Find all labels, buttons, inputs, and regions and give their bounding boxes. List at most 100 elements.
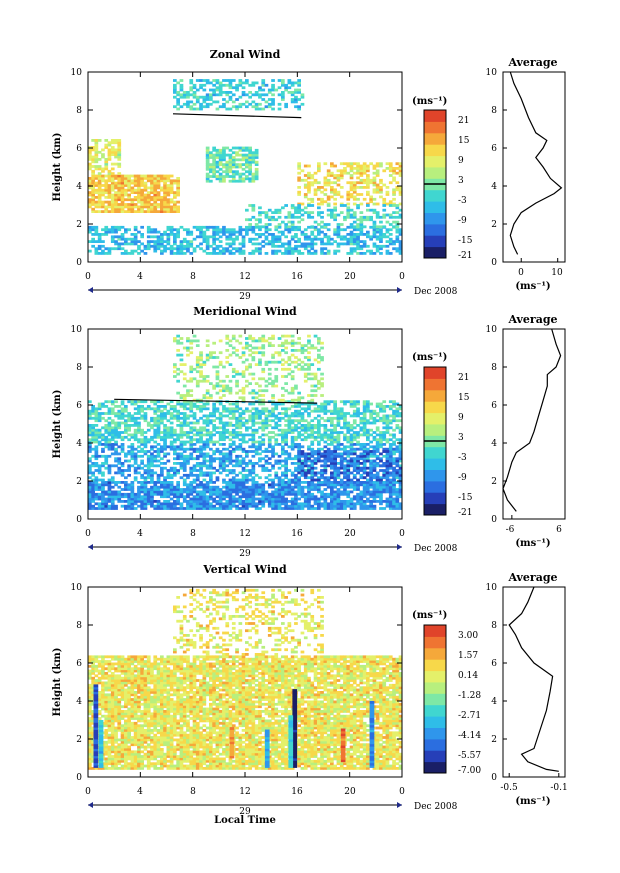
heat-cell <box>222 459 226 463</box>
heat-cell <box>107 471 112 475</box>
heat-cell <box>101 184 105 187</box>
heat-cell <box>127 483 131 487</box>
heat-cell <box>163 405 167 408</box>
heat-cell <box>97 165 102 168</box>
heat-cell <box>199 400 203 404</box>
heat-cell <box>303 178 308 182</box>
heat-cell <box>375 228 380 232</box>
heat-cell <box>349 252 354 255</box>
heat-cell <box>124 431 128 434</box>
heat-cell <box>238 416 243 420</box>
heat-cell <box>195 235 200 239</box>
colorbar-tick: 9 <box>458 156 464 166</box>
heat-cell <box>169 476 174 480</box>
heat-cell <box>179 341 184 345</box>
heat-cell <box>228 504 233 508</box>
heat-cell <box>248 218 252 222</box>
heat-cell <box>104 438 109 442</box>
heat-cell <box>166 191 171 194</box>
heat-cell <box>267 478 272 482</box>
heat-cell <box>379 433 383 437</box>
heat-cell <box>245 105 249 109</box>
heat-cell <box>127 488 131 491</box>
heat-cell <box>163 426 167 430</box>
heat-cell <box>137 495 141 499</box>
heat-cell <box>323 481 328 484</box>
heat-cell <box>133 428 138 432</box>
heat-cell <box>336 193 341 196</box>
heat-cell <box>195 379 200 383</box>
heat-cell <box>97 471 102 475</box>
heat-cell <box>107 469 112 472</box>
heat-cell <box>104 481 109 484</box>
heat-cell <box>130 242 135 246</box>
heat-cell <box>104 167 109 171</box>
heat-cell <box>97 416 102 420</box>
heat-cell <box>267 218 272 222</box>
heat-cell <box>124 476 128 480</box>
heat-cell <box>366 249 370 253</box>
heat-cell <box>173 337 177 340</box>
heat-cell <box>379 488 383 491</box>
heat-cell <box>114 225 118 229</box>
heat-cell <box>267 457 272 461</box>
heat-cell <box>238 407 243 411</box>
heat-cell <box>212 412 216 415</box>
heat-cell <box>356 218 360 222</box>
heat-cell <box>120 438 125 442</box>
heat-cell <box>179 488 184 491</box>
heat-cell <box>186 249 190 253</box>
heat-cell <box>330 438 334 442</box>
heat-cell <box>274 244 279 248</box>
heat-cell <box>333 473 337 477</box>
heat-cell <box>195 485 200 489</box>
heat-cell <box>176 100 180 104</box>
heat-cell <box>248 153 252 157</box>
heat-cell <box>352 443 357 446</box>
heat-cell <box>169 447 174 451</box>
heat-cell <box>199 426 203 430</box>
heat-cell <box>215 440 220 444</box>
heat-cell <box>264 242 269 246</box>
heat-cell <box>333 208 337 212</box>
heat-cell <box>143 407 148 411</box>
heat-cell <box>153 431 158 434</box>
heat-cell <box>330 457 334 461</box>
heat-cell <box>317 433 321 437</box>
heat-cell <box>127 228 131 232</box>
heat-cell <box>120 200 125 204</box>
heat-cell <box>192 469 197 472</box>
heat-cell <box>189 107 194 111</box>
heat-cell <box>173 339 177 343</box>
heat-cell <box>317 162 321 166</box>
heat-cell <box>336 174 341 177</box>
heat-cell <box>133 228 138 232</box>
heat-cell <box>297 164 301 168</box>
heat-cell <box>317 431 321 434</box>
heat-cell <box>169 483 174 487</box>
heat-cell <box>179 358 184 362</box>
heat-cell <box>231 409 236 413</box>
heat-cell <box>290 419 295 423</box>
heat-cell <box>88 198 92 202</box>
heat-cell <box>359 481 364 484</box>
heat-cell <box>323 431 328 434</box>
heat-cell <box>343 424 347 427</box>
heat-cell <box>261 107 266 111</box>
heat-cell <box>94 139 99 142</box>
heat-cell <box>382 213 387 217</box>
heat-cell <box>117 445 122 449</box>
heat-cell <box>107 400 112 404</box>
heat-cell <box>169 481 174 484</box>
heat-cell <box>209 440 213 444</box>
heat-cell <box>189 379 194 383</box>
heat-cell <box>300 490 305 494</box>
heat-cell <box>97 435 102 439</box>
heat-cell <box>359 223 364 226</box>
heat-cell <box>195 457 200 461</box>
heat-cell <box>372 242 377 246</box>
heat-cell <box>369 197 373 201</box>
heat-cell <box>222 405 226 408</box>
heat-cell <box>133 447 138 451</box>
heat-cell <box>271 233 275 236</box>
